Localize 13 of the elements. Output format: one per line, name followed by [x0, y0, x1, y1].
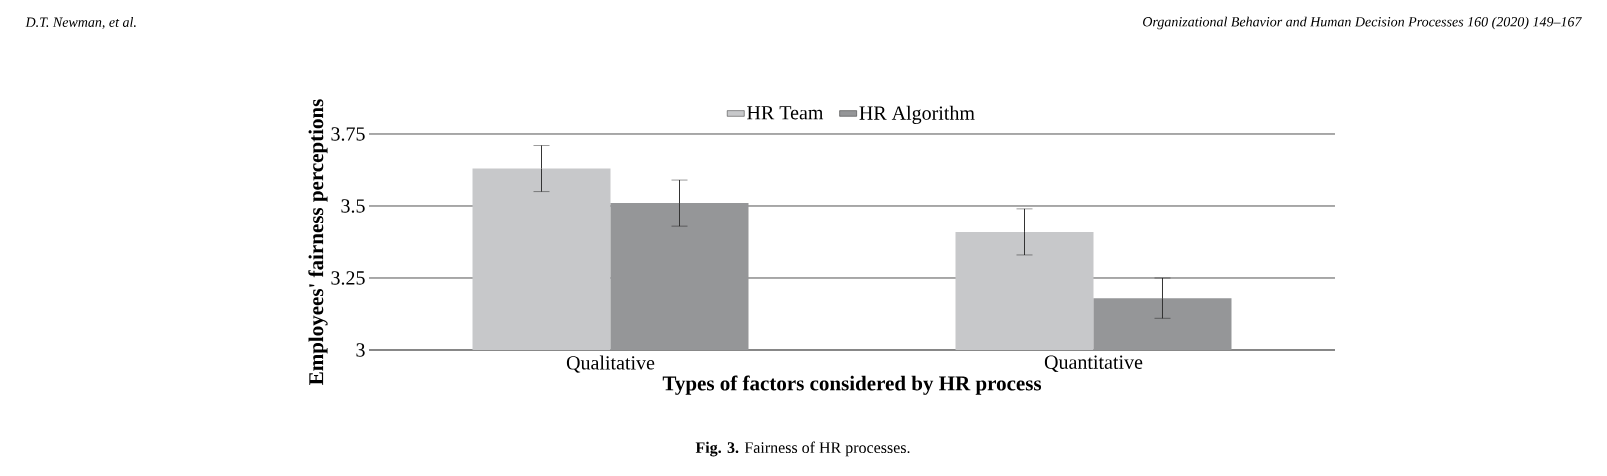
text: Fig. 3. Fairness of HR processes. [695, 441, 910, 457]
text: D.T. Newman, et al. [25, 17, 136, 29]
legend-label: HR Algorithm [859, 105, 975, 124]
x-tick-label: Quantitative [1044, 355, 1143, 373]
text: Organizational Behavior and Human Decision Processes 160 (2020) 149–167 [1143, 16, 1582, 30]
y-tick-label: 3.25 [331, 271, 365, 285]
y-axis-title: Employees' fairness perceptions [308, 99, 328, 385]
y-tick-label: 3.5 [341, 199, 365, 213]
x-tick-label: Qualitative [566, 355, 655, 373]
x-axis-title: Types of factors considered by HR process [662, 375, 1042, 395]
y-tick-label: 3 [356, 343, 365, 357]
legend-label: HR Team [747, 106, 824, 120]
y-tick-label: 3.75 [331, 127, 365, 141]
